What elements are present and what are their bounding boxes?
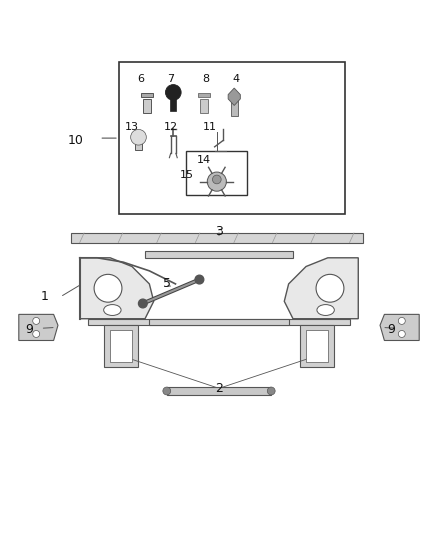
Text: 9: 9 (26, 323, 34, 336)
Text: 14: 14 (197, 155, 211, 165)
Bar (119, 62, 345, 214)
Polygon shape (80, 258, 154, 319)
Circle shape (212, 175, 221, 184)
Circle shape (33, 330, 40, 337)
Circle shape (398, 330, 405, 337)
Text: 13: 13 (125, 122, 139, 132)
Text: 8: 8 (202, 75, 209, 84)
Bar (133, 134, 144, 138)
Text: 11: 11 (203, 122, 217, 132)
Polygon shape (104, 325, 138, 367)
Polygon shape (145, 251, 293, 258)
Bar (149, 319, 289, 325)
Circle shape (138, 299, 147, 308)
Bar (141, 93, 153, 97)
Polygon shape (110, 329, 132, 362)
Circle shape (207, 172, 226, 191)
Bar (186, 151, 247, 195)
Ellipse shape (104, 304, 121, 316)
Bar (135, 140, 142, 150)
Text: 4: 4 (233, 75, 240, 84)
Bar (200, 99, 208, 113)
Circle shape (398, 318, 405, 325)
Polygon shape (88, 319, 350, 325)
Bar (71, 233, 363, 243)
Text: 9: 9 (387, 323, 395, 336)
Circle shape (316, 274, 344, 302)
Polygon shape (300, 325, 334, 367)
Text: 3: 3 (215, 225, 223, 238)
Ellipse shape (317, 304, 334, 316)
Polygon shape (228, 88, 240, 106)
Circle shape (166, 85, 181, 100)
Text: 7: 7 (168, 75, 175, 84)
Polygon shape (380, 314, 419, 341)
Circle shape (94, 274, 122, 302)
Circle shape (131, 130, 146, 145)
Polygon shape (284, 258, 358, 319)
Bar (167, 387, 271, 395)
Bar (231, 94, 238, 116)
Text: 12: 12 (164, 122, 178, 132)
Text: 6: 6 (137, 75, 144, 84)
Bar (170, 92, 177, 111)
Polygon shape (19, 314, 58, 341)
Text: 10: 10 (67, 134, 83, 147)
Polygon shape (306, 329, 328, 362)
Text: 5: 5 (163, 277, 171, 290)
Bar (143, 99, 151, 113)
Text: 2: 2 (215, 382, 223, 395)
Circle shape (267, 387, 275, 395)
Circle shape (33, 318, 40, 325)
Text: 1: 1 (41, 290, 49, 303)
Circle shape (195, 275, 204, 284)
Circle shape (163, 387, 171, 395)
Text: 15: 15 (179, 170, 193, 180)
Bar (198, 93, 210, 97)
